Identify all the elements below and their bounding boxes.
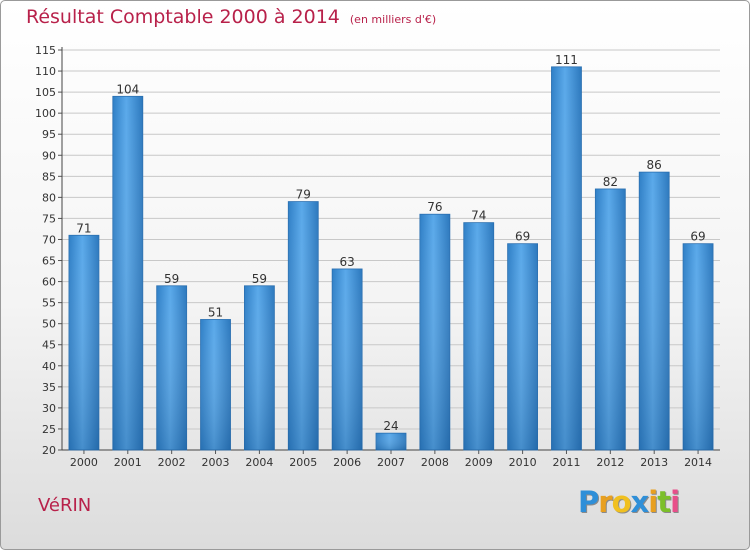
logo-letter: i <box>648 485 658 519</box>
y-tick-label: 85 <box>42 170 56 183</box>
bar-shade-2006 <box>332 268 363 450</box>
y-tick-label: 115 <box>35 44 56 57</box>
x-tick-label-2001: 2001 <box>114 456 142 469</box>
y-tick-label: 35 <box>42 381 56 394</box>
y-tick-label: 20 <box>42 444 56 457</box>
chart-title-block: Résultat Comptable 2000 à 2014 (en millie… <box>26 6 436 28</box>
y-tick-label: 55 <box>42 297 56 310</box>
bar-shade-2005 <box>288 201 319 450</box>
y-tick-label: 50 <box>42 318 56 331</box>
y-tick-label: 75 <box>42 212 56 225</box>
value-label-2008: 76 <box>427 200 442 214</box>
value-label-2000: 71 <box>76 221 91 235</box>
value-label-2007: 24 <box>383 419 398 433</box>
y-tick-label: 25 <box>42 423 56 436</box>
bar-shade-2001 <box>112 96 143 450</box>
bar-shade-2008 <box>419 214 450 450</box>
location-name: VéRIN <box>38 495 92 516</box>
logo-letter: i <box>670 485 680 519</box>
x-tick-label-2013: 2013 <box>640 456 668 469</box>
x-tick-label-2002: 2002 <box>158 456 186 469</box>
y-tick-label: 40 <box>42 360 56 373</box>
logo-letter: P <box>578 485 599 519</box>
bar-shade-2007 <box>376 433 406 450</box>
y-tick-label: 90 <box>42 149 56 162</box>
x-tick-label-2014: 2014 <box>684 456 712 469</box>
value-label-2010: 69 <box>515 230 530 244</box>
x-tick-label-2004: 2004 <box>245 456 273 469</box>
x-tick-label-2006: 2006 <box>333 456 361 469</box>
bar-shade-2013 <box>639 172 670 450</box>
y-tick-label: 65 <box>42 255 56 268</box>
label-layer: 71 104 59 51 59 79 63 24 76 74 69 111 82 86 69 <box>76 53 705 433</box>
chart-title: Résultat Comptable 2000 à 2014 <box>26 6 340 28</box>
y-tick-label: 60 <box>42 276 56 289</box>
logo-letter: t <box>657 485 671 519</box>
value-label-2009: 74 <box>471 209 486 223</box>
x-tick-label-2003: 2003 <box>202 456 230 469</box>
bar-layer <box>68 66 714 451</box>
y-tick-label: 110 <box>35 65 56 78</box>
value-label-2004: 59 <box>252 272 267 286</box>
value-label-2003: 51 <box>208 305 223 319</box>
x-tick-label-2012: 2012 <box>596 456 624 469</box>
bar-shade-2010 <box>507 243 538 450</box>
x-tick-label-2007: 2007 <box>377 456 405 469</box>
bar-shade-2009 <box>463 222 494 450</box>
value-label-2002: 59 <box>164 272 179 286</box>
value-label-2014: 69 <box>690 230 705 244</box>
x-tick-label-2011: 2011 <box>552 456 580 469</box>
value-label-2006: 63 <box>339 255 354 269</box>
logo-letter: o <box>611 485 632 519</box>
x-tick-label-2010: 2010 <box>509 456 537 469</box>
value-label-2011: 111 <box>555 53 578 67</box>
bar-shade-2004 <box>244 285 275 450</box>
y-tick-label: 100 <box>35 107 56 120</box>
x-tick-label-2008: 2008 <box>421 456 449 469</box>
bar-shade-2003 <box>200 319 231 450</box>
proxiti-logo: Proxiti <box>578 485 680 519</box>
logo-letter: x <box>630 485 650 519</box>
axis-layer: 20 25 30 35 40 45 50 55 60 65 70 75 80 85 90 95 100 105 11… <box>35 44 720 469</box>
value-label-2013: 86 <box>647 158 662 172</box>
bar-shade-2012 <box>595 188 626 450</box>
x-tick-label-2000: 2000 <box>70 456 98 469</box>
y-tick-label: 45 <box>42 339 56 352</box>
bar-shade-2000 <box>68 235 99 450</box>
y-tick-label: 105 <box>35 86 56 99</box>
value-label-2001: 104 <box>116 82 139 96</box>
value-label-2005: 79 <box>296 188 311 202</box>
chart-unit-note: (en milliers d'€) <box>349 13 437 26</box>
bar-shade-2011 <box>551 66 582 450</box>
bar-shade-2002 <box>156 285 187 450</box>
x-tick-label-2009: 2009 <box>465 456 493 469</box>
value-label-2012: 82 <box>603 175 618 189</box>
x-tick-label-2005: 2005 <box>289 456 317 469</box>
y-tick-label: 30 <box>42 402 56 415</box>
y-tick-label: 80 <box>42 191 56 204</box>
y-tick-label: 70 <box>42 233 56 246</box>
bar-shade-2014 <box>683 243 714 450</box>
logo-letter: r <box>598 485 612 519</box>
y-tick-label: 95 <box>42 128 56 141</box>
